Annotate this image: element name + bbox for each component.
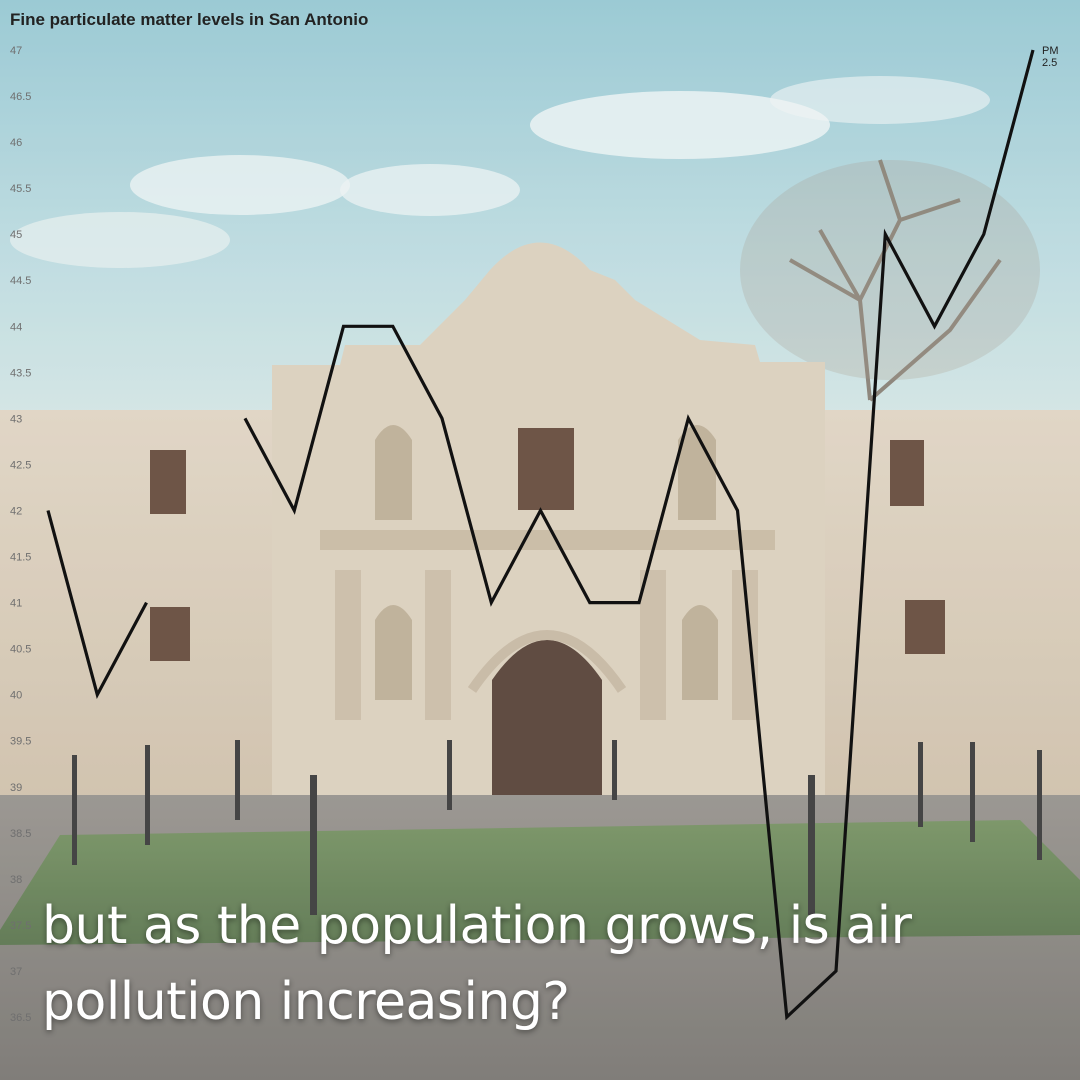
- y-tick-label: 43.5: [10, 367, 31, 379]
- y-tick-label: 39: [10, 782, 22, 794]
- y-tick-label: 36.5: [10, 1012, 31, 1024]
- y-tick-label: 44.5: [10, 275, 31, 287]
- y-tick-label: 38: [10, 874, 22, 886]
- y-tick-label: 40.5: [10, 644, 31, 656]
- y-tick-label: 39.5: [10, 736, 31, 748]
- y-tick-label: 45.5: [10, 183, 31, 195]
- y-tick-label: 45: [10, 229, 22, 241]
- y-tick-label: 42.5: [10, 459, 31, 471]
- y-tick-label: 41: [10, 598, 22, 610]
- chart-title: Fine particulate matter levels in San An…: [10, 10, 369, 29]
- y-tick-label: 47: [10, 45, 22, 57]
- y-tick-label: 41.5: [10, 552, 31, 564]
- caption-text: but as the population grows, is air poll…: [42, 896, 912, 1032]
- y-tick-label: 38.5: [10, 828, 31, 840]
- y-tick-label: 43: [10, 413, 22, 425]
- y-tick-label: 42: [10, 505, 22, 517]
- series-label-pm25: PM 2.5: [1042, 45, 1059, 69]
- y-axis: 47 46.5 46 45.5 45 44.5 44 43.5 43 42.5 42 41.5 41 40…: [10, 45, 31, 1024]
- series-line-0: [46, 49, 1035, 1021]
- y-tick-label: 44: [10, 321, 22, 333]
- y-tick-label: 37: [10, 966, 22, 978]
- y-tick-label: 46: [10, 137, 22, 149]
- series-layer: [46, 49, 1035, 1021]
- y-tick-label: 46.5: [10, 91, 31, 103]
- y-tick-label: 40: [10, 690, 22, 702]
- y-tick-label: 37.5: [10, 920, 31, 932]
